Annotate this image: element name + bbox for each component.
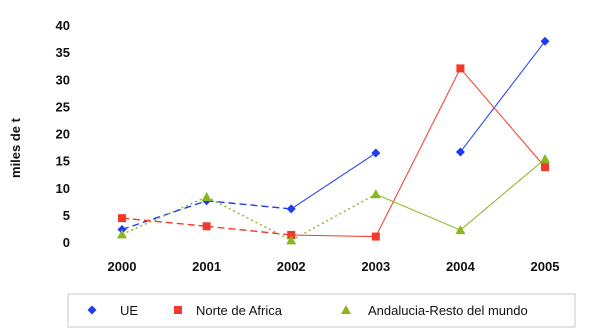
y-tick-label: 15 <box>56 154 70 169</box>
legend-label: UE <box>120 303 138 318</box>
data-point <box>455 225 466 235</box>
y-axis-title: miles de t <box>8 117 23 178</box>
data-point <box>456 64 465 73</box>
y-tick-label: 35 <box>56 45 70 60</box>
data-point <box>118 214 126 223</box>
x-tick-label: 2003 <box>361 259 390 274</box>
data-point <box>370 189 381 199</box>
x-tick-label: 2001 <box>192 259 221 274</box>
y-tick-label: 40 <box>56 18 70 33</box>
legend-marker <box>87 305 97 315</box>
x-tick-label: 2002 <box>277 259 306 274</box>
y-tick-label: 20 <box>56 127 70 142</box>
y-tick-label: 30 <box>56 72 70 87</box>
data-point <box>371 148 381 158</box>
legend-box <box>67 293 576 328</box>
series-line-segment <box>291 234 376 238</box>
y-tick-label: 10 <box>56 181 70 196</box>
legend-label: Andalucia-Resto del mundo <box>368 303 528 318</box>
legend-marker <box>341 305 351 314</box>
series-line-segment <box>206 225 292 236</box>
series-line-segment <box>290 193 377 241</box>
data-point <box>287 230 296 239</box>
data-point <box>286 235 297 245</box>
data-point <box>286 204 296 214</box>
data-point <box>455 147 465 157</box>
data-point <box>541 163 549 172</box>
series-line-segment <box>375 193 461 231</box>
legend-label: Norte de Africa <box>196 303 283 318</box>
data-point <box>540 36 550 46</box>
legend-marker <box>174 306 182 314</box>
series-layer <box>117 36 550 245</box>
series-1 <box>118 64 549 241</box>
data-point <box>371 232 380 241</box>
series-0 <box>117 36 550 235</box>
data-point <box>202 222 211 231</box>
x-axis-ticks: 2000 2001 2002 2003 2004 2005 <box>108 259 560 274</box>
series-line-segment <box>460 68 546 168</box>
series-2 <box>117 153 550 245</box>
x-tick-label: 2005 <box>531 259 560 274</box>
data-point <box>117 229 127 239</box>
data-point <box>540 153 550 163</box>
y-axis-ticks: 0 5 10 15 20 25 30 35 40 <box>56 18 70 250</box>
series-line-segment <box>375 68 461 237</box>
series-line-segment <box>121 217 207 227</box>
x-tick-label: 2000 <box>108 259 137 274</box>
series-line-segment <box>460 158 546 231</box>
y-tick-label: 5 <box>63 208 70 223</box>
series-line-segment <box>121 196 207 236</box>
x-tick-label: 2004 <box>446 259 476 274</box>
series-line-segment <box>460 40 546 153</box>
series-line-segment <box>290 152 377 210</box>
y-tick-label: 0 <box>63 235 70 250</box>
y-tick-label: 25 <box>56 99 70 114</box>
series-line-segment <box>206 200 292 210</box>
legend: UE Norte de Africa Andalucia-Resto del mun… <box>87 303 528 318</box>
data-point <box>201 191 212 201</box>
series-line-segment <box>206 196 292 241</box>
